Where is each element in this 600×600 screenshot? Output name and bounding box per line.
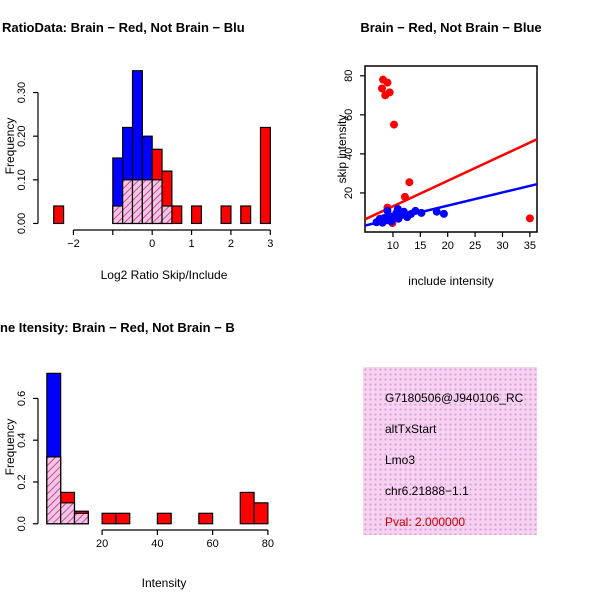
hist-bar-red: [240, 205, 252, 225]
intensity-scatter-plot: 10 15 20 25 30 35 20 40 60 80: [343, 65, 538, 252]
hist-bar-overlap: [122, 179, 134, 225]
gene-intensity-hist-title: ne Itensity: Brain − Red, Not Brain − B: [0, 320, 235, 335]
scatter-point-red: [405, 178, 414, 187]
x-tick-label: 35: [524, 240, 536, 252]
genomic-location-text: chr6.21888−1.1: [385, 484, 469, 498]
x-tick-label: 30: [496, 240, 508, 252]
hist-bar-overlap: [46, 456, 62, 525]
panel-gene-intensity-hist: 20 40 60 80 0.0 0.2 0.4 0.6 ne Itensity: Brain …: [0, 300, 300, 600]
y-tick-label: 40: [343, 148, 355, 160]
y-tick-label: 0.2: [16, 474, 28, 489]
y-tick-label: 0.10: [16, 169, 28, 190]
pval-line: Pval: 2.000000: [385, 515, 466, 529]
y-tick-label: 80: [343, 70, 355, 82]
probe-id-text: G7180506@J940106_RC: [385, 391, 524, 405]
y-tick-label: 20: [343, 187, 355, 199]
x-tick-label: 10: [387, 240, 399, 252]
scatter-title: Brain − Red, Not Brain − Blue: [360, 20, 542, 35]
y-tick-label: 0.0: [16, 516, 28, 531]
hist-bar-red: [115, 512, 131, 525]
panel-log-ratio-hist: −2 0 1 2 3 0.00 0.10 0.20 0.30 RatioData: Brain …: [0, 0, 300, 300]
x-tick-label: 15: [414, 240, 426, 252]
scatter-y-axis-label: skip intensity: [335, 114, 349, 184]
panel-gene-info: G7180506@J940106_RC altTxStart Lmo3 chr6…: [300, 300, 600, 600]
scatter-point-red: [400, 192, 409, 201]
hist-bar-red: [198, 512, 214, 525]
hist-bar-overlap: [151, 179, 163, 225]
y-tick-label: 0.6: [16, 391, 28, 406]
log-ratio-histogram: −2 0 1 2 3 0.00 0.10 0.20 0.30: [16, 70, 273, 250]
log-ratio-hist-title: RatioData: Brain − Red, Not Brain − Blu: [2, 20, 245, 35]
y-tick-label: 0.4: [16, 433, 28, 448]
hist-bar-red: [190, 205, 203, 225]
hist-bar-red: [220, 205, 232, 225]
gene-intensity-x-axis-label: Intensity: [141, 576, 187, 590]
hist-bar-red: [156, 512, 172, 525]
log-ratio-y-axis-label: Frequency: [3, 117, 17, 175]
scatter-point-red: [525, 214, 534, 223]
hist-bar-red: [239, 491, 255, 525]
y-tick-label: 60: [343, 109, 355, 121]
log-ratio-x-axis-label: Log2 Ratio Skip/Include: [100, 268, 228, 282]
event-type-text: altTxStart: [385, 422, 437, 436]
x-tick-label: −2: [67, 238, 80, 250]
x-tick-label: 1: [189, 238, 195, 250]
scatter-point-red: [383, 78, 392, 87]
y-tick-label: 0.20: [16, 125, 28, 146]
x-tick-label: 2: [228, 238, 234, 250]
gene-info-box: G7180506@J940106_RC altTxStart Lmo3 chr6…: [363, 367, 537, 535]
hist-bar-red: [53, 205, 65, 225]
x-tick-label: 25: [469, 240, 481, 252]
scatter-point-blue: [432, 207, 441, 216]
gene-intensity-y-axis-label: Frequency: [3, 418, 17, 476]
hist-bar-overlap: [141, 179, 153, 225]
scatter-point-blue: [417, 208, 426, 217]
plot-box: [364, 65, 538, 233]
scatter-point-red: [381, 91, 390, 100]
scatter-x-axis-label: include intensity: [408, 274, 494, 288]
x-tick-label: 80: [262, 538, 274, 550]
y-tick-label: 0.00: [16, 213, 28, 234]
x-tick-label: 20: [442, 240, 454, 252]
x-tick-label: 3: [267, 238, 273, 250]
x-tick-label: 0: [149, 238, 155, 250]
scatter-point-blue: [393, 204, 402, 213]
red-fit-line: [364, 138, 538, 221]
scatter-point-blue: [383, 206, 392, 215]
hist-bar-overlap: [161, 205, 173, 225]
hist-bar-overlap: [131, 179, 143, 225]
hist-bar-overlap: [60, 502, 76, 525]
gene-name-text: Lmo3: [385, 453, 416, 467]
x-tick-label: 60: [207, 538, 219, 550]
y-tick-label: 0.30: [16, 82, 28, 103]
x-tick-label: 40: [151, 538, 163, 550]
hist-bar-overlap: [73, 512, 89, 525]
gene-intensity-histogram: 20 40 60 80 0.0 0.2 0.4 0.6: [16, 372, 274, 550]
hist-bar-red: [253, 502, 269, 525]
hist-bar-red: [171, 205, 183, 225]
scatter-point-red: [377, 84, 386, 93]
hist-bar-red: [259, 126, 271, 225]
x-tick-label: 20: [96, 538, 108, 550]
scatter-point-red: [390, 120, 399, 129]
hist-bar-overlap: [112, 205, 124, 225]
scatter-point-blue: [411, 206, 420, 215]
hist-bar-red: [101, 512, 117, 525]
scatter-point-blue: [439, 209, 448, 218]
panel-intensity-scatter: 10 15 20 25 30 35 20 40 60 80 Brain − Red, Not Br…: [300, 0, 600, 300]
